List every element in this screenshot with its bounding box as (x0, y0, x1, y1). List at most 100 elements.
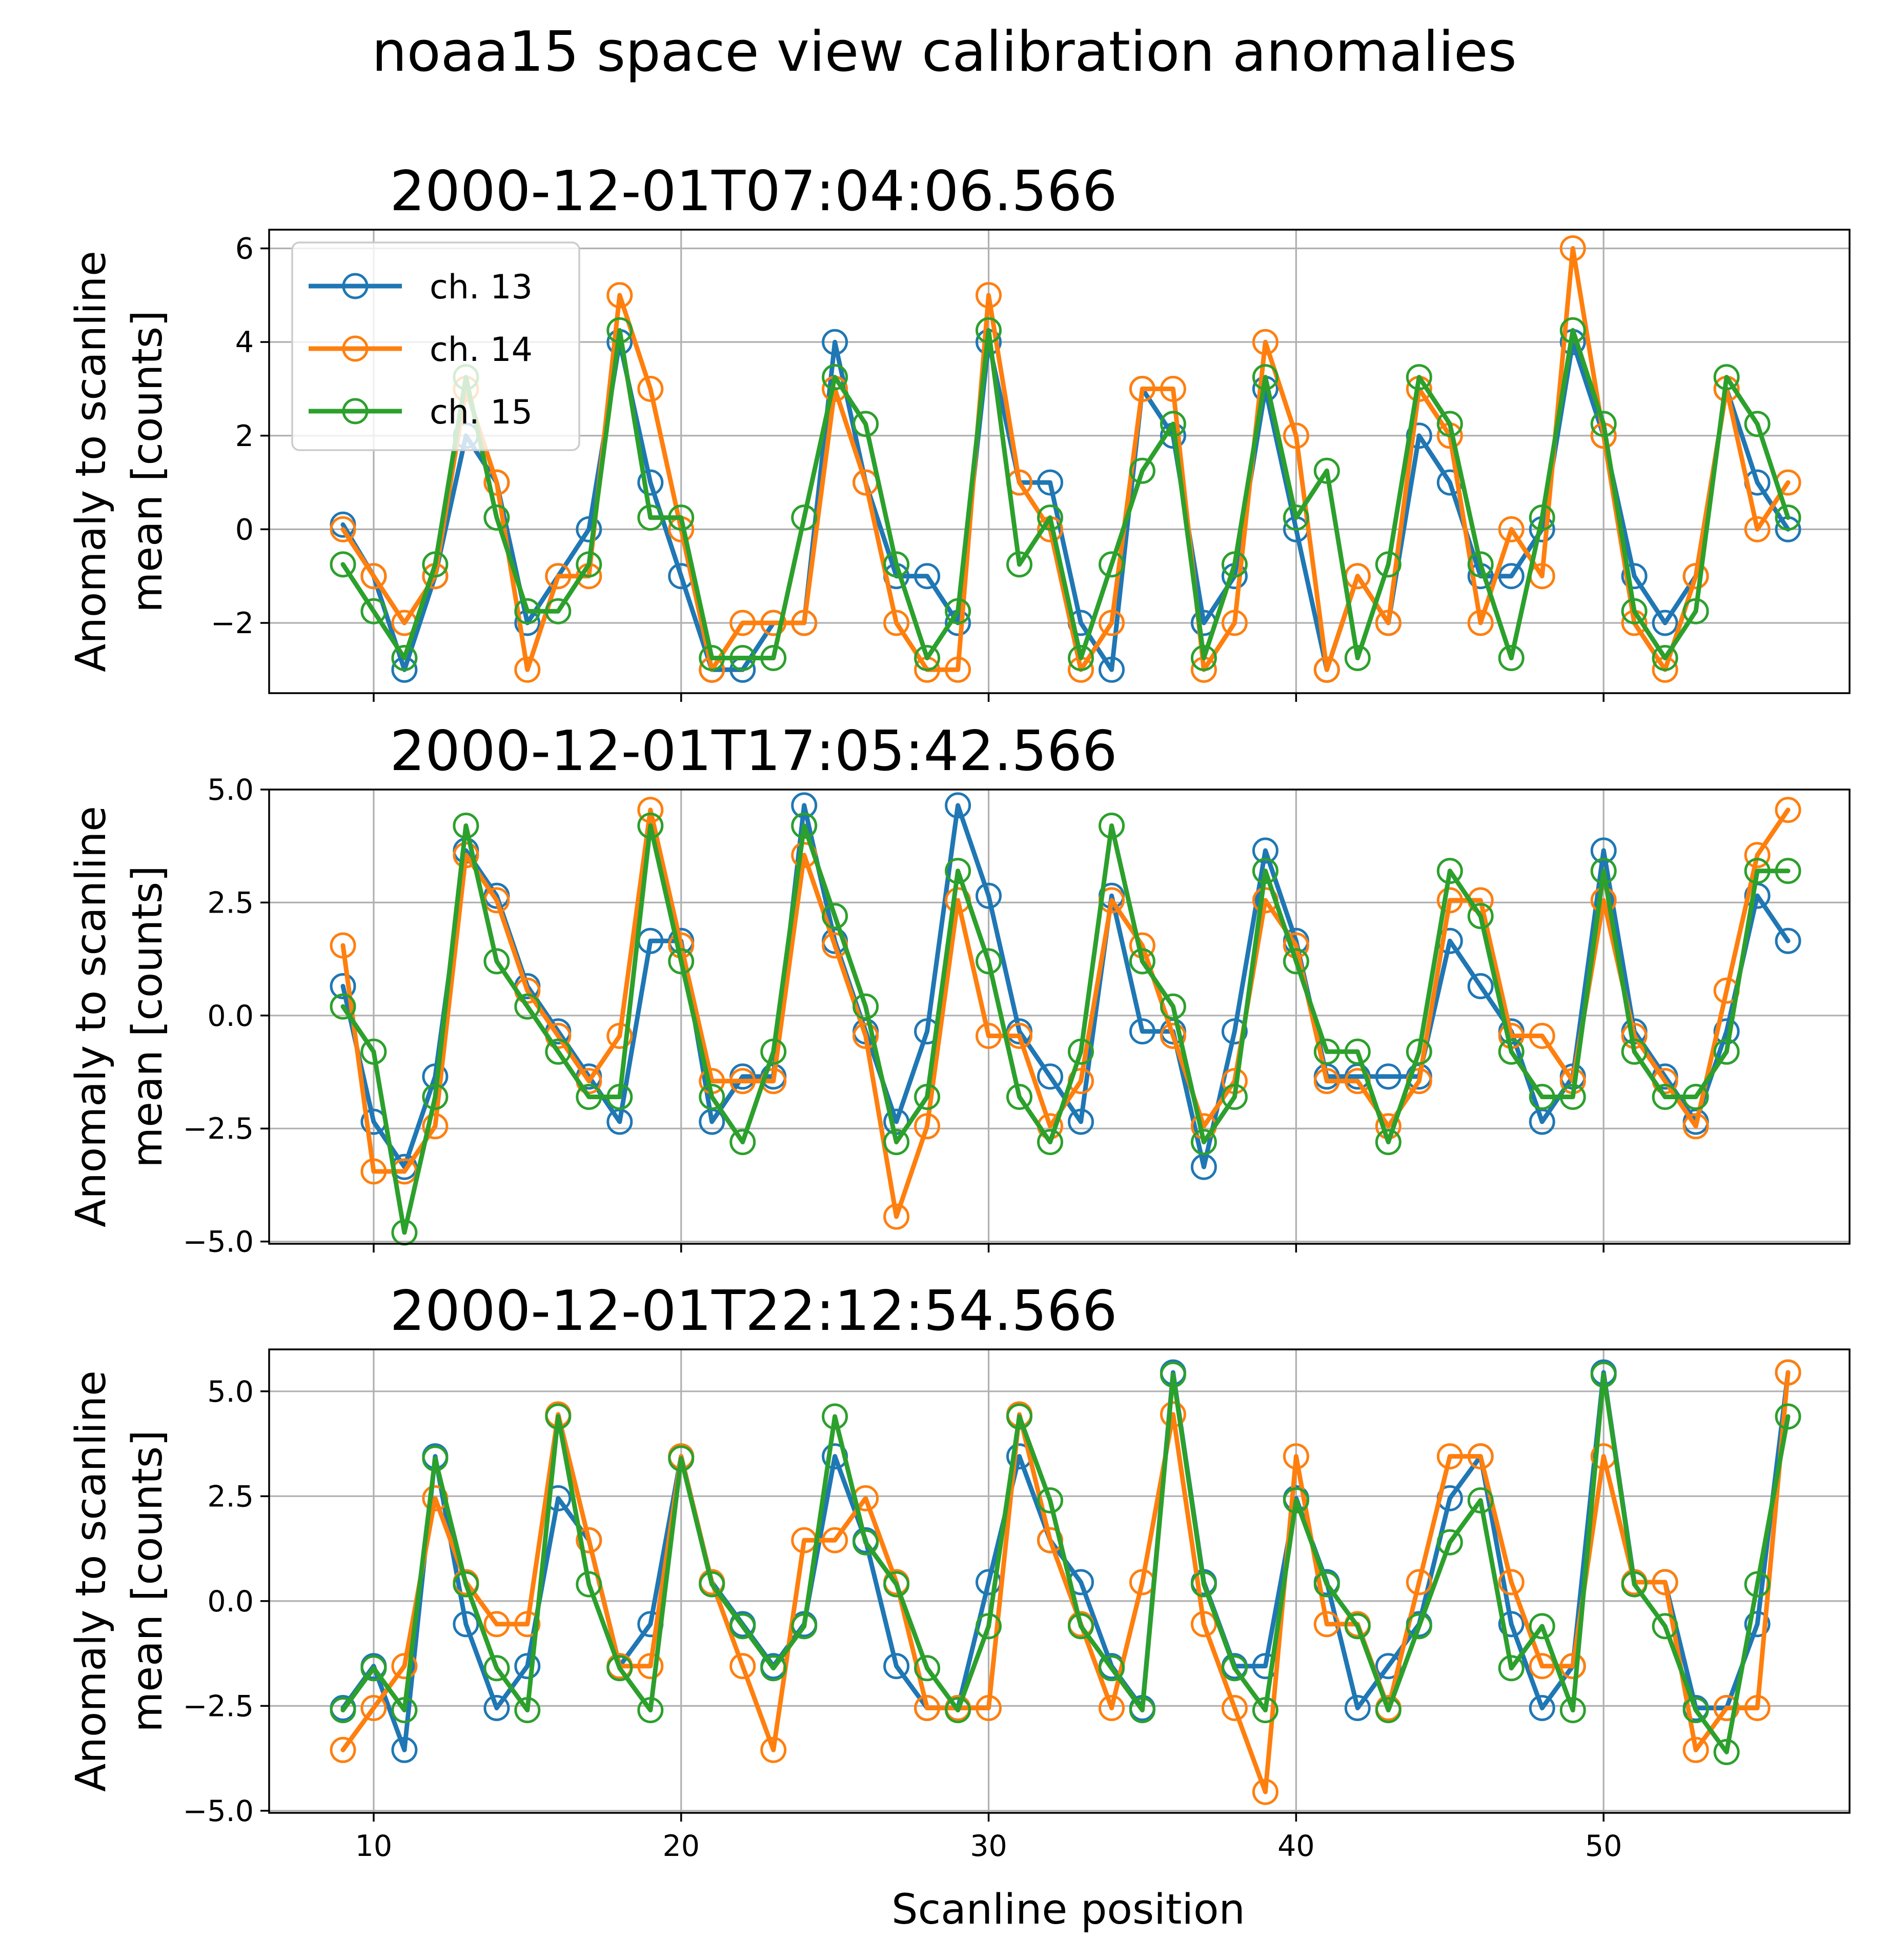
data-point-ch15 (1283, 948, 1309, 975)
data-point-ch15 (1652, 645, 1678, 671)
data-point-ch15 (606, 1655, 633, 1682)
data-point-ch15 (1559, 1697, 1586, 1724)
data-point-ch14 (976, 1023, 1002, 1049)
y-tick-label: 5.0 (207, 773, 254, 807)
data-point-ch15 (545, 1403, 572, 1430)
data-point-ch15 (606, 317, 633, 343)
data-point-ch15 (1313, 1571, 1340, 1598)
legend: ch. 13 ch. 14 ch. 15 (291, 241, 580, 451)
data-point-ch14 (483, 469, 510, 496)
data-point-ch15 (1006, 1403, 1032, 1430)
data-point-ch15 (1529, 1084, 1555, 1110)
data-point-ch15 (976, 948, 1002, 975)
y-axis-label-line1: Anomaly to scanline (67, 251, 115, 672)
y-tick-label: −2 (211, 607, 254, 640)
y-tick-label: −5.0 (183, 1794, 254, 1828)
data-point-ch15 (1099, 813, 1125, 839)
legend-marker-ch13 (342, 273, 369, 299)
data-point-ch14 (514, 1611, 541, 1638)
y-axis-label-line2: mean [counts] (124, 310, 172, 612)
data-point-ch15 (760, 645, 787, 671)
data-point-ch15 (453, 813, 479, 839)
data-point-ch15 (883, 551, 910, 578)
data-point-ch14 (330, 932, 356, 959)
data-point-ch14 (1406, 1569, 1432, 1595)
data-point-ch15 (1682, 598, 1709, 624)
data-point-ch13 (1037, 1063, 1063, 1090)
data-point-ch15 (699, 645, 725, 671)
data-point-ch15 (914, 645, 941, 671)
data-point-ch15 (699, 1084, 725, 1110)
data-point-ch15 (1375, 1697, 1402, 1724)
data-point-ch14 (360, 1695, 387, 1721)
data-point-ch15 (1221, 551, 1248, 578)
data-point-ch15 (699, 1571, 725, 1598)
x-axis-label: Scanline position (891, 1886, 1245, 1934)
data-point-ch15 (1621, 598, 1648, 624)
y-tick-label: 2.5 (207, 886, 254, 920)
data-point-ch15 (1037, 1129, 1063, 1156)
data-point-ch14 (1313, 656, 1340, 683)
data-point-ch15 (791, 813, 818, 839)
data-point-ch15 (1590, 411, 1617, 437)
data-point-ch15 (1313, 457, 1340, 484)
data-point-ch15 (1099, 1655, 1125, 1682)
data-point-ch15 (391, 645, 418, 671)
data-point-ch15 (1467, 1487, 1494, 1513)
data-point-ch14 (637, 797, 664, 823)
y-tick-label: 0.0 (207, 1585, 254, 1619)
data-point-ch15 (1621, 1571, 1648, 1598)
data-point-ch15 (1436, 1529, 1463, 1555)
data-point-ch14 (1099, 610, 1125, 636)
data-point-ch14 (1160, 1023, 1186, 1049)
data-point-ch14 (1252, 329, 1278, 355)
data-point-ch14 (1744, 516, 1771, 542)
data-point-ch14 (1713, 1695, 1740, 1721)
data-point-ch14 (391, 1653, 418, 1680)
x-tick-label: 50 (1585, 1829, 1622, 1863)
data-point-ch14 (1498, 516, 1525, 542)
data-point-ch14 (883, 1203, 910, 1230)
data-point-ch13 (1590, 837, 1617, 864)
data-point-ch15 (1068, 645, 1094, 671)
data-point-ch15 (1652, 1613, 1678, 1640)
data-point-ch15 (391, 1697, 418, 1724)
data-point-ch15 (1744, 1571, 1771, 1598)
data-point-ch15 (1099, 551, 1125, 578)
data-point-ch15 (483, 504, 510, 531)
data-point-ch14 (360, 563, 387, 590)
data-point-ch13 (1129, 1018, 1155, 1045)
axes-frame (268, 1348, 1851, 1814)
data-point-ch15 (1406, 1038, 1432, 1065)
data-point-ch14 (1682, 1736, 1709, 1763)
data-point-ch15 (514, 598, 541, 624)
data-point-ch15 (1559, 317, 1586, 343)
data-point-ch15 (483, 948, 510, 975)
data-point-ch14 (729, 610, 756, 636)
data-point-ch15 (1068, 1038, 1094, 1065)
data-point-ch14 (576, 1527, 602, 1553)
data-point-ch14 (1221, 1695, 1248, 1721)
data-point-ch14 (330, 516, 356, 542)
data-point-ch15 (1375, 551, 1402, 578)
data-point-ch15 (422, 1084, 449, 1110)
data-point-ch14 (1283, 1443, 1309, 1470)
legend-label-ch13: ch. 13 (430, 268, 533, 307)
data-point-ch15 (1252, 858, 1278, 884)
series-line-ch15 (340, 328, 1791, 660)
data-point-ch15 (1621, 1038, 1648, 1065)
data-point-ch14 (729, 1653, 756, 1680)
data-point-ch15 (1498, 1655, 1525, 1682)
data-point-ch15 (1775, 858, 1801, 884)
data-point-ch14 (1467, 610, 1494, 636)
data-point-ch14 (1129, 376, 1155, 402)
data-point-ch14 (914, 1113, 941, 1140)
data-point-ch15 (1775, 504, 1801, 531)
data-point-ch14 (883, 610, 910, 636)
data-point-ch13 (976, 882, 1002, 909)
data-point-ch15 (1129, 1697, 1155, 1724)
data-point-ch13 (1775, 927, 1801, 954)
x-tick-label: 10 (355, 1829, 393, 1863)
data-point-ch15 (1221, 1084, 1248, 1110)
data-point-ch13 (576, 516, 602, 542)
